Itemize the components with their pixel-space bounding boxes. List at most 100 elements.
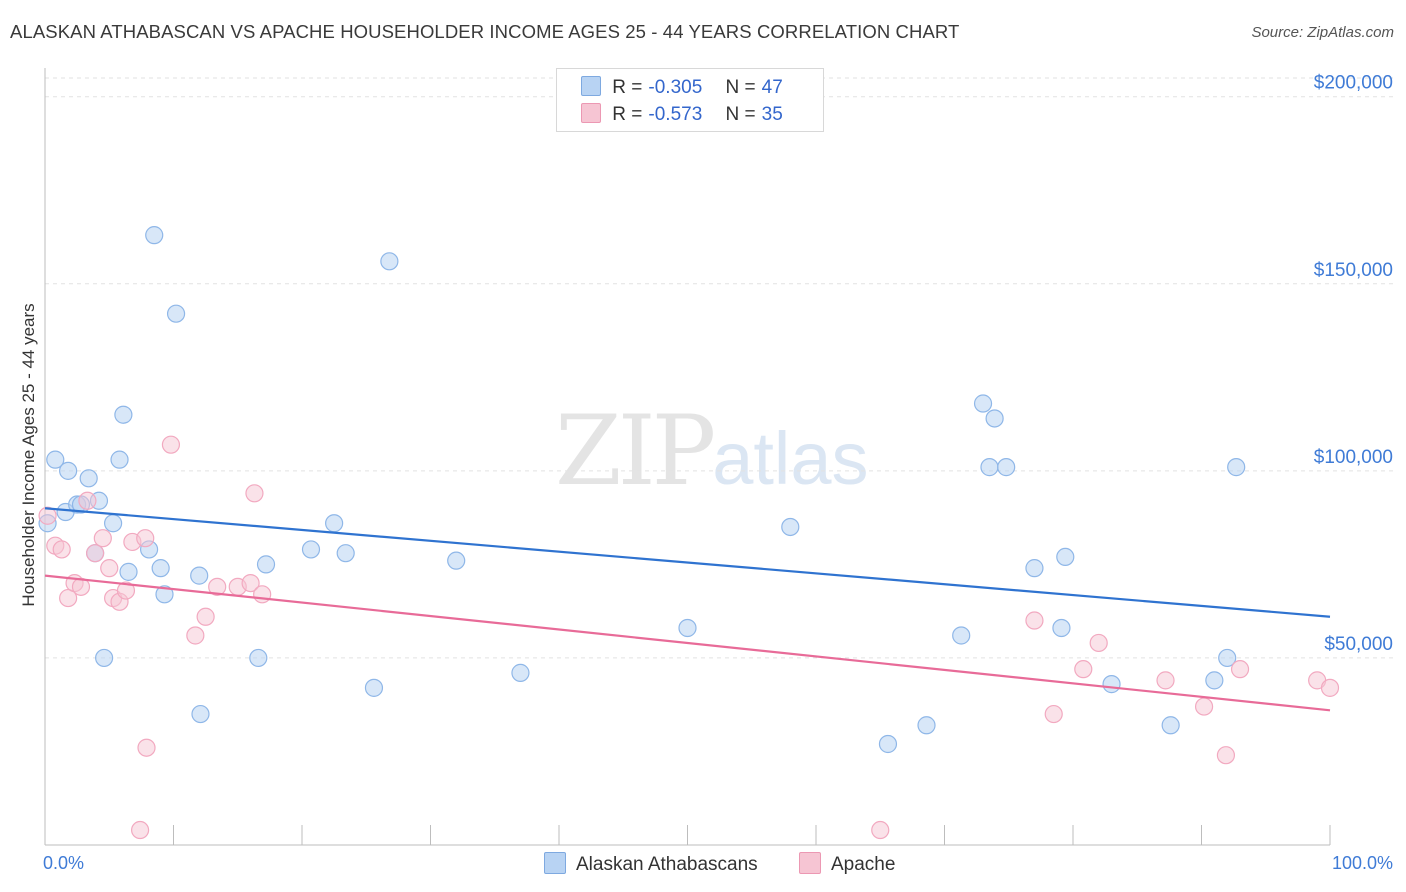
apache-point [1194, 697, 1214, 716]
apache-point [241, 573, 260, 593]
alaskan-athabascans-point [917, 716, 936, 735]
legend-r-value: -0.573 [648, 104, 703, 125]
alaskan-athabascans-trend-line [44, 507, 1331, 618]
alaskan-athabascans-point [110, 450, 129, 469]
bottom-legend-label: Alaskan Athabascans [576, 854, 758, 875]
alaskan-athabascans-point [325, 514, 344, 533]
legend-row-apache: R = -0.573 N = 35 [581, 103, 789, 127]
legend-r-label: R = [612, 77, 643, 98]
alaskan-athabascans-point [104, 514, 123, 533]
alaskan-athabascans-point [878, 734, 898, 754]
apache-point [1074, 660, 1093, 679]
alaskan-athabascans-point [1052, 618, 1071, 638]
apache-point [253, 585, 272, 604]
apache-point [137, 738, 156, 757]
alaskan-athabascans-point [301, 540, 321, 559]
legend-n-label: N = [725, 104, 756, 125]
x-tick-label: 0.0% [43, 853, 84, 873]
y-tick-label: $150,000 [1314, 260, 1393, 281]
alaskan-athabascans-point [336, 544, 355, 563]
apache-trend-line [44, 574, 1331, 712]
alaskan-athabascans-point [46, 450, 65, 469]
legend-r-label: R = [612, 104, 643, 125]
alaskan-athabascans-point [985, 409, 1004, 428]
apache-point [1025, 611, 1044, 630]
apache-point [161, 435, 181, 454]
alaskan-athabascans-point [1218, 648, 1237, 668]
apache-point [59, 588, 78, 608]
apache-point [100, 559, 119, 578]
legend-row-alaskan-athabascans: R = -0.305 N = 47 [581, 76, 789, 100]
y-tick-label: $50,000 [1324, 634, 1393, 655]
alaskan-athabascans-point [997, 458, 1016, 477]
alaskan-athabascans-point [119, 562, 138, 581]
apache-point [78, 491, 97, 510]
legend-swatch-pink [581, 103, 601, 123]
apache-point [130, 820, 150, 840]
bottom-legend-apache: Apache [799, 852, 895, 876]
tick-labels: $50,000 $100,000 $150,000 $200,000 0.0% 100.0… [43, 73, 1393, 873]
apache-point [1230, 660, 1250, 679]
alaskan-athabascans-point [980, 458, 999, 477]
apache-point [871, 820, 890, 840]
apache-point [1156, 671, 1175, 690]
axes [44, 68, 1331, 846]
x-tick-label: 100.0% [1332, 853, 1393, 873]
alaskan-athabascans-point [952, 626, 971, 645]
alaskan-athabascans-point [151, 559, 170, 578]
alaskan-athabascans-point [1025, 559, 1044, 578]
y-tick-label: $100,000 [1314, 447, 1393, 468]
apache-point [186, 626, 205, 645]
alaskan-athabascans-point [380, 252, 399, 271]
apache-point [93, 529, 112, 548]
alaskan-athabascans-point [364, 678, 384, 697]
grid-lines [45, 77, 1393, 659]
series-apache-points [38, 435, 1340, 840]
bottom-legend-alaskan-athabascans: Alaskan Athabascans [544, 852, 758, 876]
alaskan-athabascans-point [781, 517, 800, 537]
alaskan-athabascans-point [166, 304, 186, 323]
apache-point [1044, 704, 1063, 724]
trend-lines [44, 507, 1331, 712]
apache-point [1216, 746, 1236, 765]
legend-n-label: N = [725, 77, 756, 98]
apache-point [196, 607, 215, 626]
alaskan-athabascans-point [1056, 547, 1075, 567]
alaskan-athabascans-point [249, 648, 268, 668]
alaskan-athabascans-point [190, 566, 209, 585]
alaskan-athabascans-point [114, 405, 133, 424]
alaskan-athabascans-point [1161, 716, 1180, 735]
alaskan-athabascans-point [256, 555, 276, 574]
alaskan-athabascans-point [191, 704, 210, 724]
apache-point [245, 484, 264, 503]
chart-title: ALASKAN ATHABASCAN VS APACHE HOUSEHOLDER… [10, 21, 960, 42]
legend-n-value: 35 [761, 104, 783, 125]
alaskan-athabascans-point [59, 461, 78, 480]
legend-n-value: 47 [761, 77, 783, 98]
alaskan-athabascans-point [678, 618, 697, 638]
alaskan-athabascans-point [1227, 458, 1246, 477]
alaskan-athabascans-point [973, 394, 993, 413]
apache-point [1089, 633, 1108, 653]
bottom-legend-swatch-pink [799, 852, 821, 874]
alaskan-athabascans-point [79, 469, 98, 488]
bottom-legend-label: Apache [831, 854, 896, 875]
apache-point [1320, 678, 1340, 697]
apache-point [86, 544, 105, 563]
bottom-legend-swatch-blue [544, 852, 566, 874]
alaskan-athabascans-point [155, 585, 174, 604]
apache-point [116, 581, 136, 600]
y-axis-title: Householder Income Ages 25 - 44 years [19, 303, 38, 606]
apache-point [38, 506, 57, 525]
apache-point [136, 529, 155, 548]
legend-r-value: -0.305 [648, 77, 703, 98]
series-alaskan-athabascans-points [38, 226, 1246, 754]
alaskan-athabascans-point [145, 226, 164, 245]
source-label: Source: ZipAtlas.com [1251, 24, 1394, 41]
correlation-legend: R = -0.305 N = 47 R = -0.573 N = 35 [556, 68, 824, 132]
apache-point [208, 577, 227, 596]
y-tick-label: $200,000 [1314, 73, 1393, 94]
alaskan-athabascans-point [1205, 671, 1224, 690]
legend-swatch-blue [581, 76, 601, 96]
